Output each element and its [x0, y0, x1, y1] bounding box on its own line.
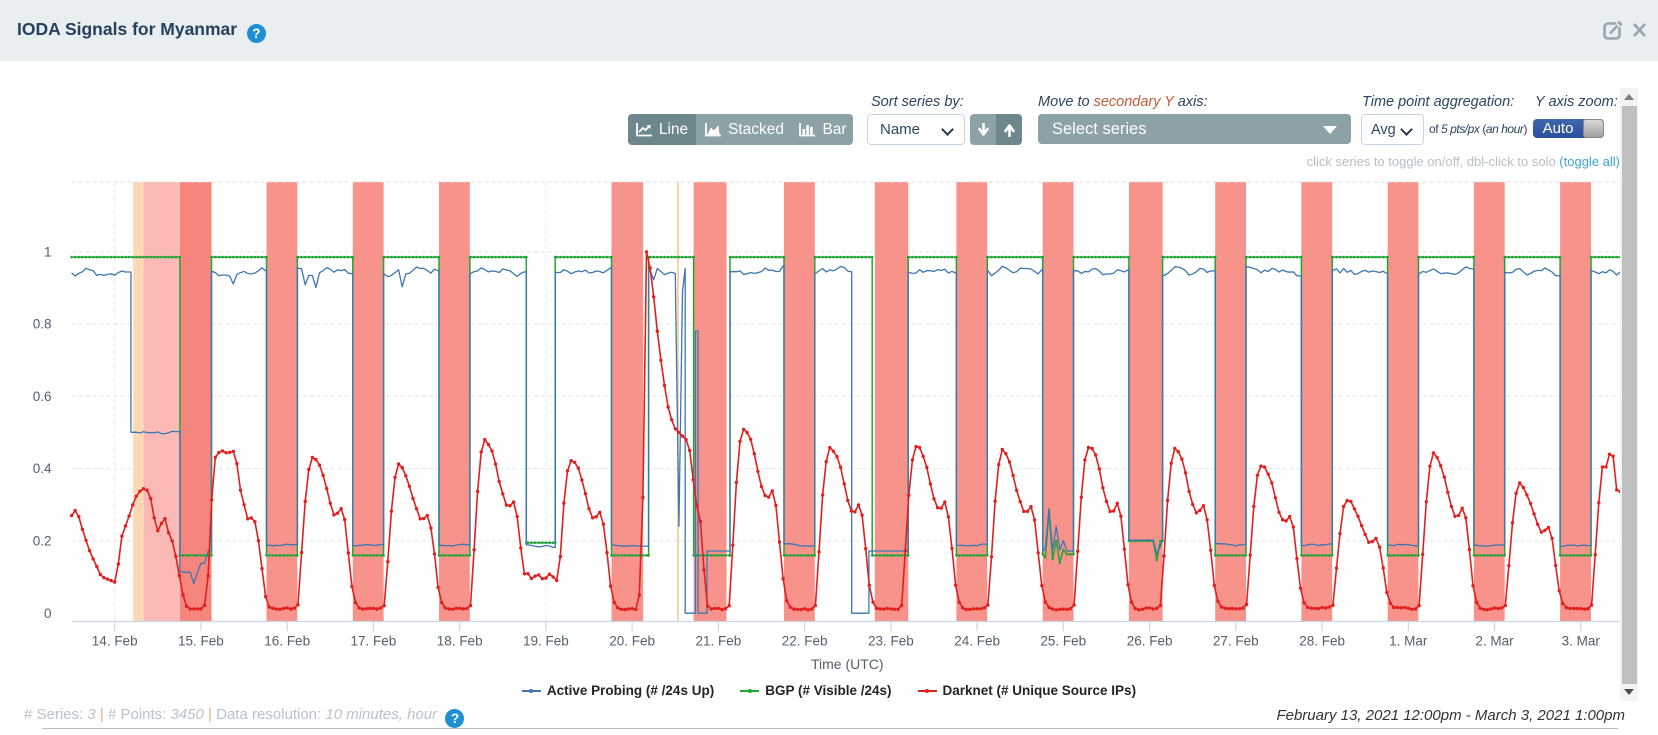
- svg-text:0.6: 0.6: [33, 389, 52, 404]
- svg-text:28. Feb: 28. Feb: [1299, 634, 1345, 649]
- svg-text:14. Feb: 14. Feb: [92, 634, 138, 649]
- svg-text:18. Feb: 18. Feb: [437, 634, 483, 649]
- svg-text:1: 1: [44, 244, 52, 259]
- svg-text:22. Feb: 22. Feb: [782, 634, 828, 649]
- svg-text:17. Feb: 17. Feb: [351, 634, 397, 649]
- svg-text:0.2: 0.2: [33, 534, 52, 549]
- svg-text:0.4: 0.4: [33, 461, 52, 476]
- svg-text:27. Feb: 27. Feb: [1213, 634, 1259, 649]
- svg-text:0: 0: [44, 606, 52, 621]
- svg-text:1. Mar: 1. Mar: [1389, 634, 1428, 649]
- svg-text:15. Feb: 15. Feb: [178, 634, 224, 649]
- svg-text:3. Mar: 3. Mar: [1562, 634, 1601, 649]
- svg-text:25. Feb: 25. Feb: [1040, 634, 1086, 649]
- svg-text:23. Feb: 23. Feb: [868, 634, 914, 649]
- svg-text:20. Feb: 20. Feb: [609, 634, 655, 649]
- svg-text:0.8: 0.8: [33, 317, 52, 332]
- svg-text:24. Feb: 24. Feb: [954, 634, 1000, 649]
- svg-text:19. Feb: 19. Feb: [523, 634, 569, 649]
- svg-text:16. Feb: 16. Feb: [264, 634, 310, 649]
- svg-text:21. Feb: 21. Feb: [696, 634, 742, 649]
- svg-text:26. Feb: 26. Feb: [1127, 634, 1173, 649]
- svg-text:2. Mar: 2. Mar: [1475, 634, 1514, 649]
